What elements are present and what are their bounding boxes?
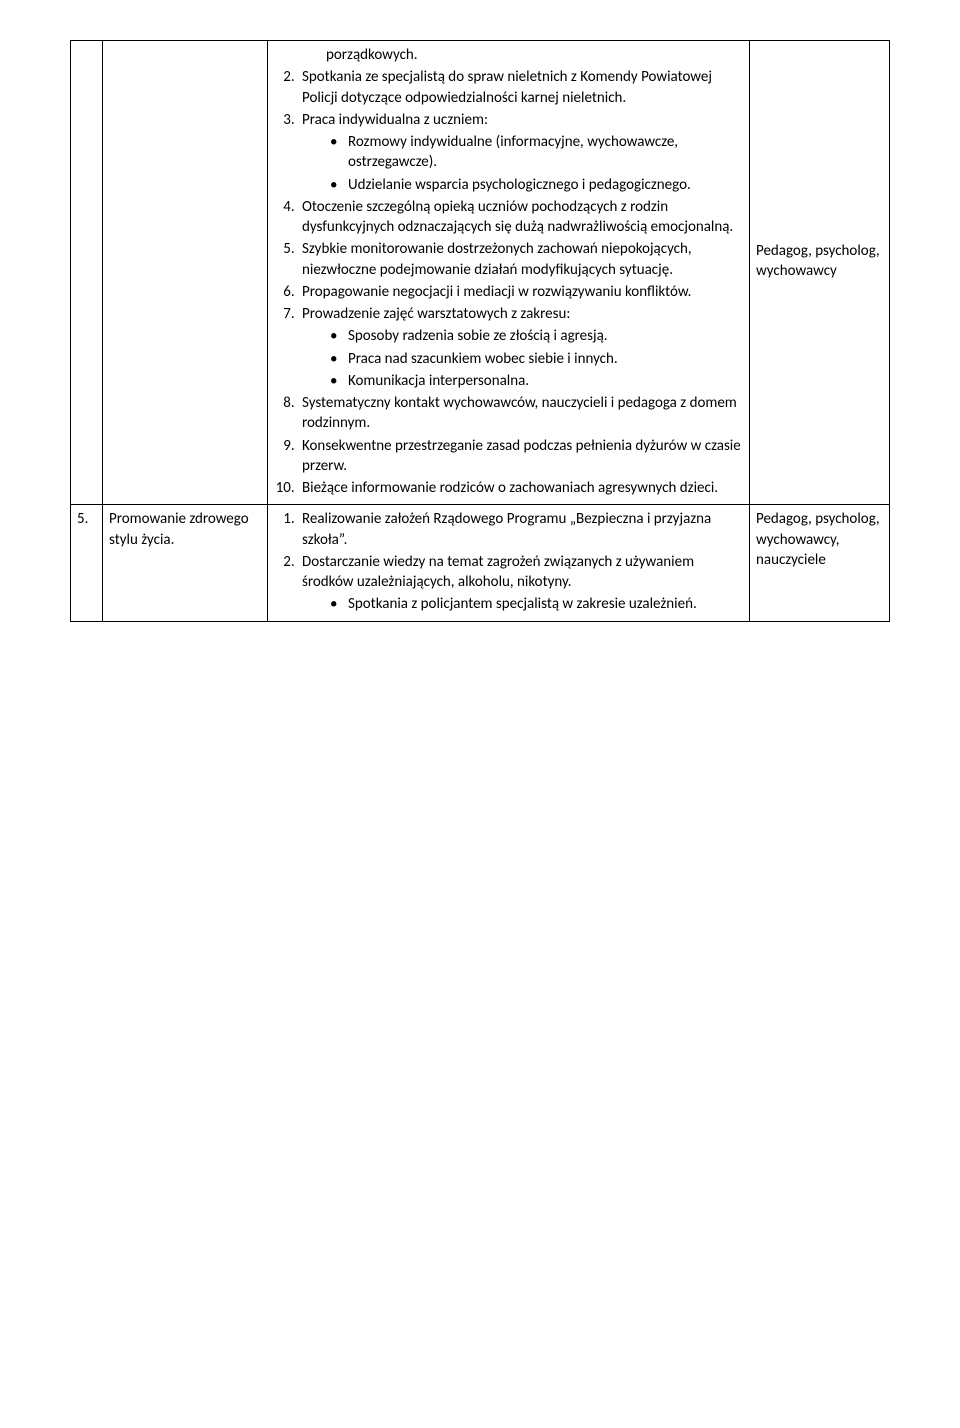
table-row: 5. Promowanie zdrowego stylu życia. Real… xyxy=(71,505,890,621)
list-item-text: Spotkania z policjantem specjalistą w za… xyxy=(348,595,697,613)
list-item: Bieżące informowanie rodziców o zachowan… xyxy=(298,478,743,498)
list-item-text: Rozmowy indywidualne (informacyjne, wych… xyxy=(348,133,678,171)
list-item: Prowadzenie zajęć warsztatowych z zakres… xyxy=(298,304,743,391)
tasks-list: Spotkania ze specjalistą do spraw nielet… xyxy=(274,67,743,498)
list-item-text: Realizowanie założeń Rządowego Programu … xyxy=(302,510,711,548)
page: porządkowych. Spotkania ze specjalistą d… xyxy=(0,0,960,662)
list-item: Spotkania ze specjalistą do spraw nielet… xyxy=(298,67,743,108)
list-item-text: Dostarczanie wiedzy na temat zagrożeń zw… xyxy=(302,553,694,591)
row-number: 5. xyxy=(77,510,88,528)
lead-in-text: porządkowych. xyxy=(274,45,743,65)
responsible-text: Pedagog, psycholog, wychowawcy xyxy=(756,242,880,280)
list-item: Realizowanie założeń Rządowego Programu … xyxy=(298,509,743,550)
sub-list: Spotkania z policjantem specjalistą w za… xyxy=(302,594,743,614)
list-item: Otoczenie szczególną opieką uczniów poch… xyxy=(298,197,743,238)
list-item-text: Udzielanie wsparcia psychologicznego i p… xyxy=(348,176,691,194)
list-item: Rozmowy indywidualne (informacyjne, wych… xyxy=(330,132,743,173)
row-number-cell: 5. xyxy=(71,505,103,621)
tasks-cell: Realizowanie założeń Rządowego Programu … xyxy=(268,505,750,621)
list-item-text: Sposoby radzenia sobie ze złością i agre… xyxy=(348,327,608,345)
list-item: Propagowanie negocjacji i mediacji w roz… xyxy=(298,282,743,302)
responsible-cell: Pedagog, psycholog, wychowawcy, nauczyci… xyxy=(750,505,890,621)
sub-list: Sposoby radzenia sobie ze złością i agre… xyxy=(302,326,743,391)
responsible-cell: Pedagog, psycholog, wychowawcy xyxy=(750,41,890,505)
list-item-text: Otoczenie szczególną opieką uczniów poch… xyxy=(302,198,733,236)
list-item: Konsekwentne przestrzeganie zasad podcza… xyxy=(298,436,743,477)
row-number-cell xyxy=(71,41,103,505)
list-item-text: Spotkania ze specjalistą do spraw nielet… xyxy=(302,68,712,106)
tasks-cell: porządkowych. Spotkania ze specjalistą d… xyxy=(268,41,750,505)
list-item: Spotkania z policjantem specjalistą w za… xyxy=(330,594,743,614)
list-item: Sposoby radzenia sobie ze złością i agre… xyxy=(330,326,743,346)
list-item-text: Systematyczny kontakt wychowawców, naucz… xyxy=(302,394,737,432)
list-item-text: Szybkie monitorowanie dostrzeżonych zach… xyxy=(302,240,692,278)
sub-list: Rozmowy indywidualne (informacyjne, wych… xyxy=(302,132,743,195)
list-item: Dostarczanie wiedzy na temat zagrożeń zw… xyxy=(298,552,743,615)
list-item: Szybkie monitorowanie dostrzeżonych zach… xyxy=(298,239,743,280)
topic-cell xyxy=(103,41,268,505)
list-item-text: Prowadzenie zajęć warsztatowych z zakres… xyxy=(302,305,570,323)
responsible-text: Pedagog, psycholog, wychowawcy, nauczyci… xyxy=(756,510,880,569)
list-item: Komunikacja interpersonalna. xyxy=(330,371,743,391)
list-item-text: Praca nad szacunkiem wobec siebie i inny… xyxy=(348,350,618,368)
list-item-text: Bieżące informowanie rodziców o zachowan… xyxy=(302,479,718,497)
topic-cell: Promowanie zdrowego stylu życia. xyxy=(103,505,268,621)
document-table: porządkowych. Spotkania ze specjalistą d… xyxy=(70,40,890,622)
topic-text: Promowanie zdrowego stylu życia. xyxy=(109,510,249,548)
list-item: Systematyczny kontakt wychowawców, naucz… xyxy=(298,393,743,434)
list-item-text: Praca indywidualna z uczniem: xyxy=(302,111,488,129)
list-item: Praca indywidualna z uczniem: Rozmowy in… xyxy=(298,110,743,195)
list-item: Praca nad szacunkiem wobec siebie i inny… xyxy=(330,349,743,369)
list-item-text: Propagowanie negocjacji i mediacji w roz… xyxy=(302,283,691,301)
table-row: porządkowych. Spotkania ze specjalistą d… xyxy=(71,41,890,505)
list-item-text: Komunikacja interpersonalna. xyxy=(348,372,529,390)
list-item: Udzielanie wsparcia psychologicznego i p… xyxy=(330,175,743,195)
list-item-text: Konsekwentne przestrzeganie zasad podcza… xyxy=(302,437,741,475)
tasks-list: Realizowanie założeń Rządowego Programu … xyxy=(274,509,743,614)
